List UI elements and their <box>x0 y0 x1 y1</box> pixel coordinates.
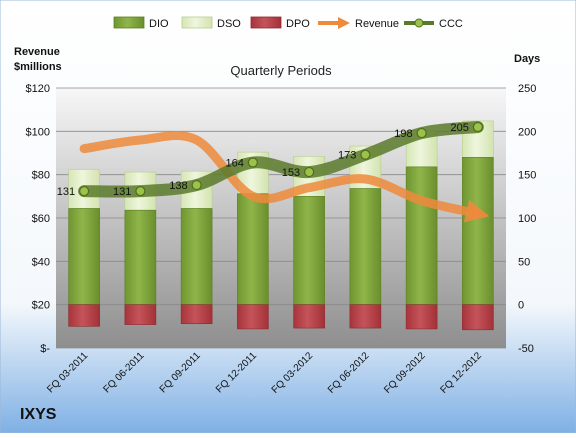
bar-dpo <box>180 304 213 325</box>
right-tick-label: 250 <box>518 83 536 95</box>
right-tick-label: 150 <box>518 170 536 182</box>
bar-dpo <box>405 304 438 330</box>
left-axis-title-line1: Revenue <box>14 46 60 58</box>
ccc-point <box>247 157 258 168</box>
legend-label: DIO <box>149 18 169 30</box>
right-tick-label: 100 <box>518 213 536 225</box>
ccc-data-label: 131 <box>113 186 131 198</box>
legend-label: DPO <box>286 18 310 30</box>
right-tick-label: 0 <box>518 300 524 312</box>
right-tick-label: -50 <box>518 343 534 355</box>
right-tick-label: 200 <box>518 126 536 138</box>
bar-dpo <box>68 304 100 327</box>
ccc-data-label: 164 <box>226 158 244 170</box>
ccc-data-label: 173 <box>338 150 356 162</box>
ccc-data-label: 198 <box>394 128 412 140</box>
bar-dio <box>405 166 438 305</box>
left-tick-label: $60 <box>32 213 50 225</box>
ccc-data-label: 138 <box>169 180 187 192</box>
bar-dio <box>180 208 213 305</box>
chart-title: Quarterly Periods <box>230 63 332 78</box>
ccc-data-label: 153 <box>282 167 300 179</box>
legend-swatch <box>181 16 213 29</box>
ccc-point <box>191 179 202 191</box>
legend-label: Revenue <box>355 18 399 30</box>
left-tick-label: $20 <box>32 300 50 312</box>
left-tick-label: $120 <box>26 83 50 95</box>
left-tick-label: $80 <box>32 170 50 182</box>
ccc-point <box>416 127 427 139</box>
ccc-data-label: 205 <box>451 122 469 134</box>
bar-dio <box>68 208 100 305</box>
revenue-line <box>79 130 490 223</box>
left-tick-label: $40 <box>32 256 50 268</box>
ccc-data-label: 131 <box>57 186 75 198</box>
legend-label: CCC <box>439 18 463 30</box>
right-tick-label: 50 <box>518 256 530 268</box>
bar-dpo <box>124 304 157 325</box>
bar-dio <box>349 188 382 305</box>
bar-dpo <box>349 304 382 329</box>
bar-dpo <box>462 304 494 331</box>
bar-dpo <box>293 304 325 329</box>
left-axis-title-line2: $millions <box>14 61 62 73</box>
ccc-point <box>135 186 146 197</box>
ccc-point <box>79 186 90 197</box>
legend-swatch <box>250 16 282 29</box>
left-tick-label: $- <box>40 343 50 355</box>
legend-label: DSO <box>217 18 241 30</box>
legend-ccc-marker <box>414 18 424 28</box>
ccc-point <box>360 149 371 160</box>
ccc-point <box>472 121 483 133</box>
legend-arrow-head <box>338 17 350 29</box>
company-label: IXYS <box>20 406 57 423</box>
ccc-point <box>304 166 315 178</box>
bar-dpo <box>237 304 269 330</box>
bar-dio <box>237 193 269 305</box>
left-tick-label: $100 <box>26 126 50 138</box>
legend-swatch <box>113 16 145 29</box>
bar-dio <box>124 209 157 305</box>
bar-dio <box>462 157 494 305</box>
right-axis-title: Days <box>514 53 540 65</box>
bar-dio <box>293 196 325 305</box>
